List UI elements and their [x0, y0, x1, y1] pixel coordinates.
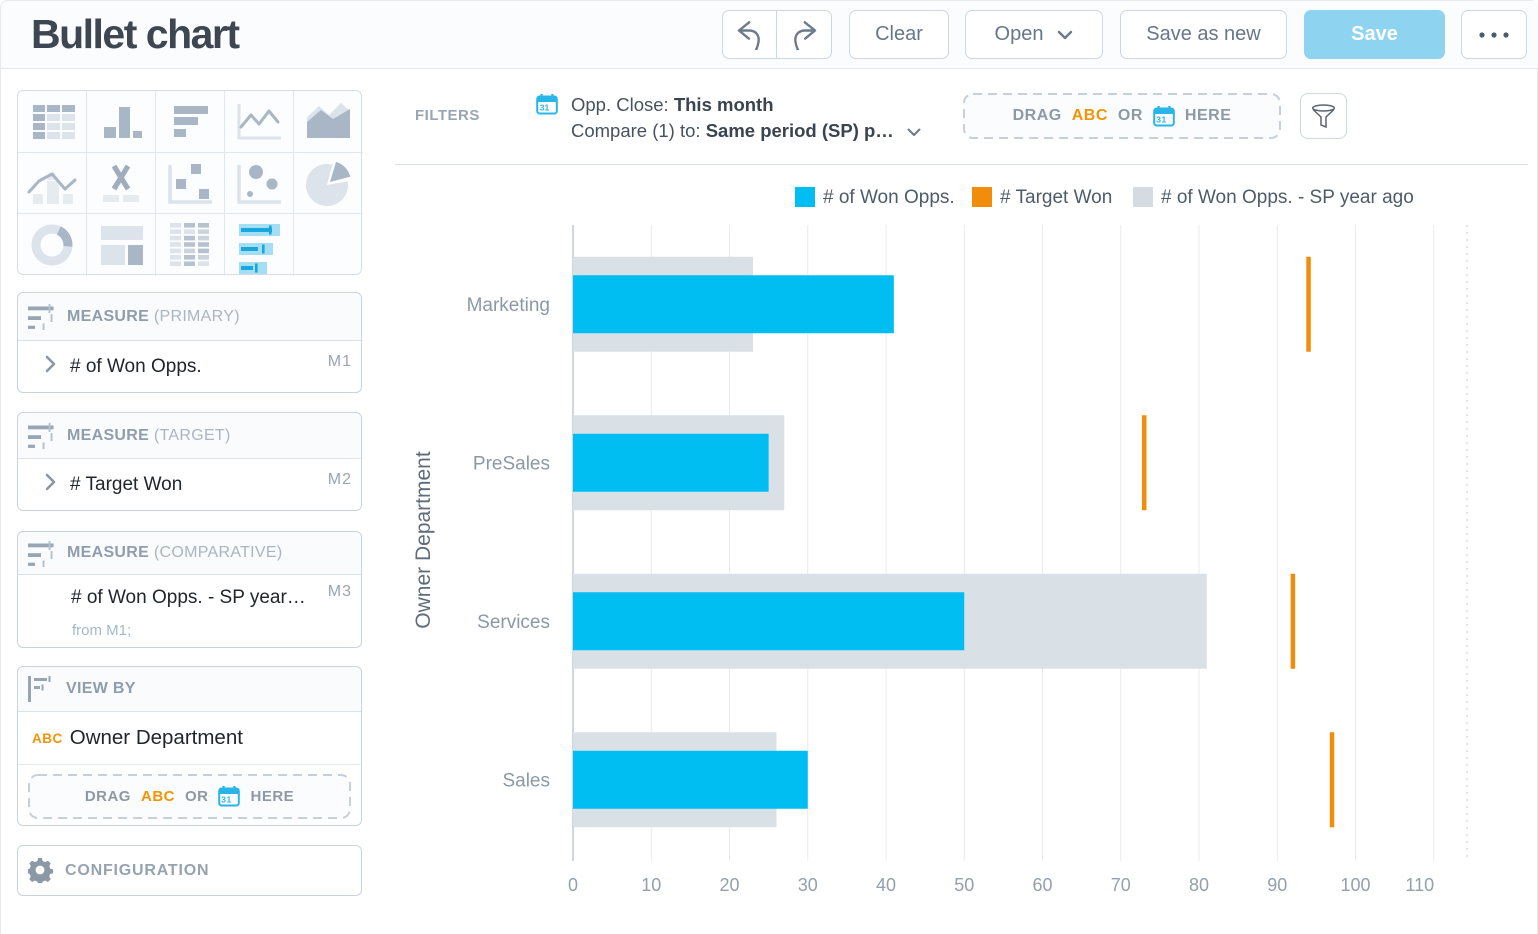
svg-text:Owner Department: Owner Department	[412, 451, 435, 629]
svg-text:# Target Won: # Target Won	[1000, 187, 1112, 208]
svg-text:70: 70	[1111, 875, 1131, 895]
svg-text:Sales: Sales	[502, 770, 550, 791]
svg-text:80: 80	[1189, 875, 1209, 895]
svg-text:31: 31	[540, 103, 550, 113]
svg-text:90: 90	[1267, 875, 1287, 895]
svg-text:# of Won Opps. - SP year ago: # of Won Opps. - SP year ago	[1161, 187, 1414, 208]
svg-text:110: 110	[1405, 875, 1434, 895]
svg-text:100: 100	[1340, 875, 1370, 895]
svg-text:50: 50	[954, 875, 974, 895]
svg-text:40: 40	[876, 875, 896, 895]
svg-text:20: 20	[719, 875, 739, 895]
svg-text:Services: Services	[477, 612, 550, 633]
svg-text:10: 10	[641, 875, 661, 895]
svg-text:PreSales: PreSales	[473, 453, 550, 474]
svg-text:60: 60	[1032, 875, 1052, 895]
svg-text:Marketing: Marketing	[467, 295, 550, 316]
svg-text:31: 31	[222, 795, 232, 805]
svg-text:30: 30	[798, 875, 818, 895]
svg-text:# of Won Opps.: # of Won Opps.	[823, 187, 955, 208]
svg-text:0: 0	[568, 875, 578, 895]
svg-text:31: 31	[1156, 114, 1166, 124]
